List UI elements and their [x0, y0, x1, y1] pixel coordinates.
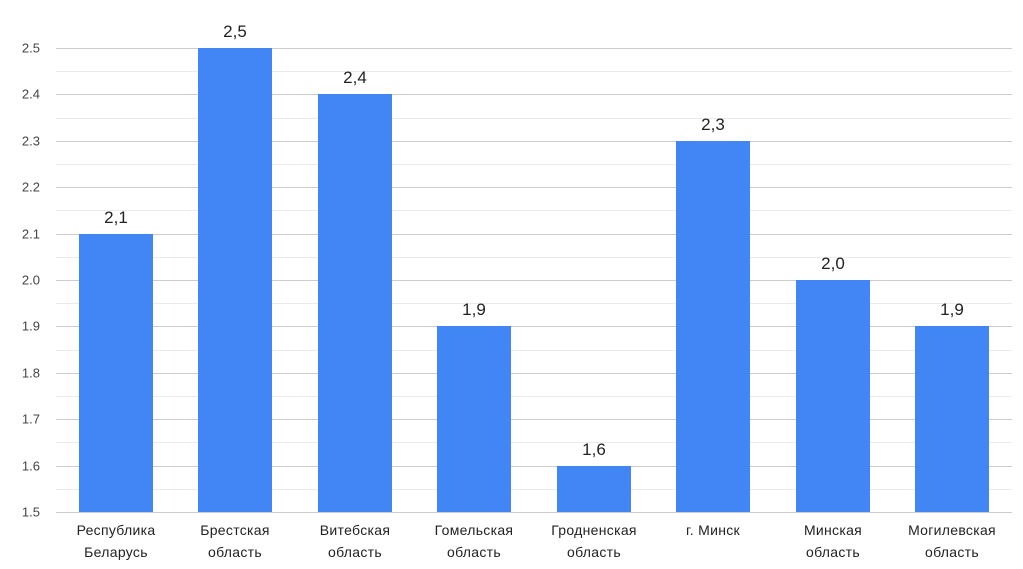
category-label-line: Минская — [803, 522, 863, 538]
bar[interactable] — [198, 48, 272, 512]
x-axis-category-label: Витебская область — [295, 519, 415, 563]
category-label-line: область — [328, 544, 382, 560]
x-axis-category-label: Брестская область — [175, 519, 295, 563]
y-axis-tick-label: 2.1 — [21, 226, 40, 242]
major-gridline — [56, 512, 1012, 513]
x-axis-category-label: Гомельская область — [414, 519, 534, 563]
category-label-line: область — [208, 544, 262, 560]
bar-value-label: 2,5 — [223, 22, 247, 41]
minor-gridline — [56, 118, 1012, 119]
major-gridline — [56, 94, 1012, 95]
bar-value-label: 2,3 — [701, 115, 725, 134]
bar-value-label: 1,6 — [582, 440, 606, 459]
y-axis-tick-label: 2.0 — [21, 272, 40, 288]
major-gridline — [56, 373, 1012, 374]
x-axis-category-label: Минская область — [773, 519, 893, 563]
x-axis-category-label: Могилевская область — [892, 519, 1012, 563]
category-label-line: Республика — [76, 522, 156, 538]
category-label-line: Брестская — [200, 522, 270, 538]
bar-value-label: 1,9 — [940, 300, 964, 319]
y-axis-tick-label: 2.3 — [21, 133, 40, 149]
y-axis-tick-label: 2.2 — [21, 179, 40, 195]
bar-value-label: 2,4 — [343, 68, 367, 87]
major-gridline — [56, 326, 1012, 327]
category-label-line: Могилевская — [908, 522, 996, 538]
bar-value-label: 2,0 — [821, 254, 845, 273]
bar-value-label: 1,9 — [462, 300, 486, 319]
bar[interactable] — [557, 466, 631, 512]
category-label-line — [653, 541, 773, 563]
minor-gridline — [56, 71, 1012, 72]
bar[interactable] — [676, 141, 750, 512]
category-label-line: г. Минск — [686, 522, 740, 538]
minor-gridline — [56, 257, 1012, 258]
x-axis-category-label: Гродненская область — [534, 519, 654, 563]
major-gridline — [56, 280, 1012, 281]
major-gridline — [56, 419, 1012, 420]
major-gridline — [56, 187, 1012, 188]
y-axis-tick-label: 2.4 — [21, 86, 40, 102]
bar-value-label: 2,1 — [104, 208, 128, 227]
bar[interactable] — [318, 94, 392, 512]
major-gridline — [56, 141, 1012, 142]
bar[interactable] — [437, 326, 511, 512]
y-axis-tick-label: 1.6 — [21, 458, 40, 474]
category-label-line: область — [806, 544, 860, 560]
category-label-line: Гродненская — [551, 522, 637, 538]
category-label-line: Витебская — [319, 522, 391, 538]
y-axis-tick-label: 1.5 — [21, 504, 40, 520]
minor-gridline — [56, 164, 1012, 165]
minor-gridline — [56, 350, 1012, 351]
minor-gridline — [56, 210, 1012, 211]
bar[interactable] — [796, 280, 870, 512]
y-axis-tick-label: 1.8 — [21, 365, 40, 381]
category-label-line: Беларусь — [84, 544, 148, 560]
y-axis-tick-label: 1.7 — [21, 411, 40, 427]
category-label-line: область — [447, 544, 501, 560]
bar[interactable] — [915, 326, 989, 512]
y-axis-tick-label: 2.5 — [21, 40, 40, 56]
minor-gridline — [56, 303, 1012, 304]
major-gridline — [56, 234, 1012, 235]
category-label-line: Гомельская — [434, 522, 514, 538]
category-label-line: область — [567, 544, 621, 560]
minor-gridline — [56, 489, 1012, 490]
minor-gridline — [56, 442, 1012, 443]
x-axis-category-label: Республика Беларусь — [56, 519, 176, 563]
category-label-line: область — [925, 544, 979, 560]
minor-gridline — [56, 396, 1012, 397]
y-axis-tick-label: 1.9 — [21, 318, 40, 334]
x-axis-category-label: г. Минск — [653, 519, 773, 563]
bar[interactable] — [79, 234, 153, 512]
major-gridline — [56, 466, 1012, 467]
major-gridline — [56, 48, 1012, 49]
